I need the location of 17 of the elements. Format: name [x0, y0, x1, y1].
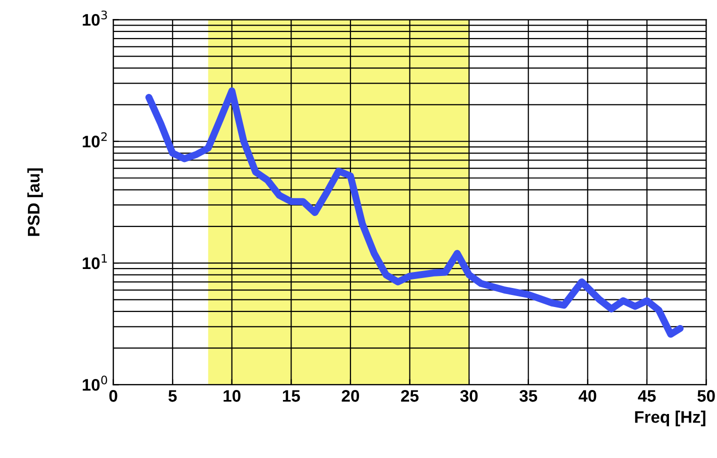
y-tick-label: 10$^{1}$ [82, 254, 107, 270]
x-tick-label: 5 [168, 390, 177, 402]
x-tick-label: 50 [697, 390, 715, 402]
y-tick-label: 10$^{0}$ [82, 376, 108, 391]
x-tick-label: 15 [282, 390, 300, 402]
x-axis-title: Freq [Hz] [635, 410, 706, 426]
y-axis-title: PSD [au] [27, 168, 43, 236]
x-tick-label: 20 [342, 390, 360, 402]
x-tick-label: 10 [224, 390, 240, 402]
x-tick-label: 45 [638, 390, 656, 402]
x-tick-label: 35 [519, 390, 538, 402]
y-tick-label: 10$^{3}$ [82, 10, 107, 26]
x-tick-label: 30 [460, 390, 478, 402]
y-tick-label: 10$^{2}$ [82, 132, 107, 148]
x-tick-label: 25 [401, 390, 419, 402]
x-tick-label: 40 [578, 390, 596, 402]
x-tick-label: 0 [109, 390, 118, 402]
